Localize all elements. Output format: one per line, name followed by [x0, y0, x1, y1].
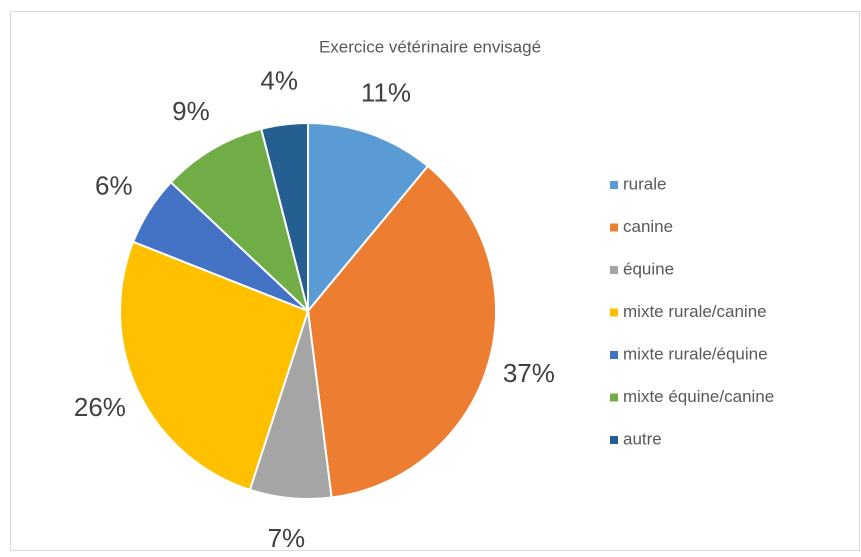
pie-slice [260, 121, 309, 312]
data-label: 7% [268, 523, 306, 552]
data-label: 37% [503, 358, 555, 388]
pie-slice [169, 127, 310, 315]
legend-swatch [610, 181, 618, 189]
chart-title: Exercice vétérinaire envisagé [319, 37, 541, 56]
legend-label: équine [623, 259, 674, 278]
legend-swatch [610, 351, 618, 359]
data-label: 9% [172, 96, 210, 126]
legend-swatch [610, 393, 618, 402]
data-label: 26% [74, 392, 126, 422]
legend-swatch [610, 308, 618, 317]
data-label: 6% [95, 171, 133, 201]
legend-label: rurale [623, 174, 666, 193]
legend-label: mixte équine/canine [623, 387, 774, 406]
legend-swatch [610, 223, 618, 232]
data-label: 4% [260, 66, 298, 96]
legend-label: mixte rurale/canine [623, 302, 767, 321]
legend-label: autre [623, 429, 662, 448]
pie-slice [119, 240, 310, 492]
pie-slice [306, 164, 497, 499]
legend-label: canine [623, 217, 673, 236]
legend-swatch [610, 436, 618, 444]
legend-label: mixte rurale/équine [623, 344, 768, 363]
data-label: 11% [361, 77, 411, 107]
pie-slice [307, 121, 430, 314]
legend-swatch [610, 266, 618, 274]
